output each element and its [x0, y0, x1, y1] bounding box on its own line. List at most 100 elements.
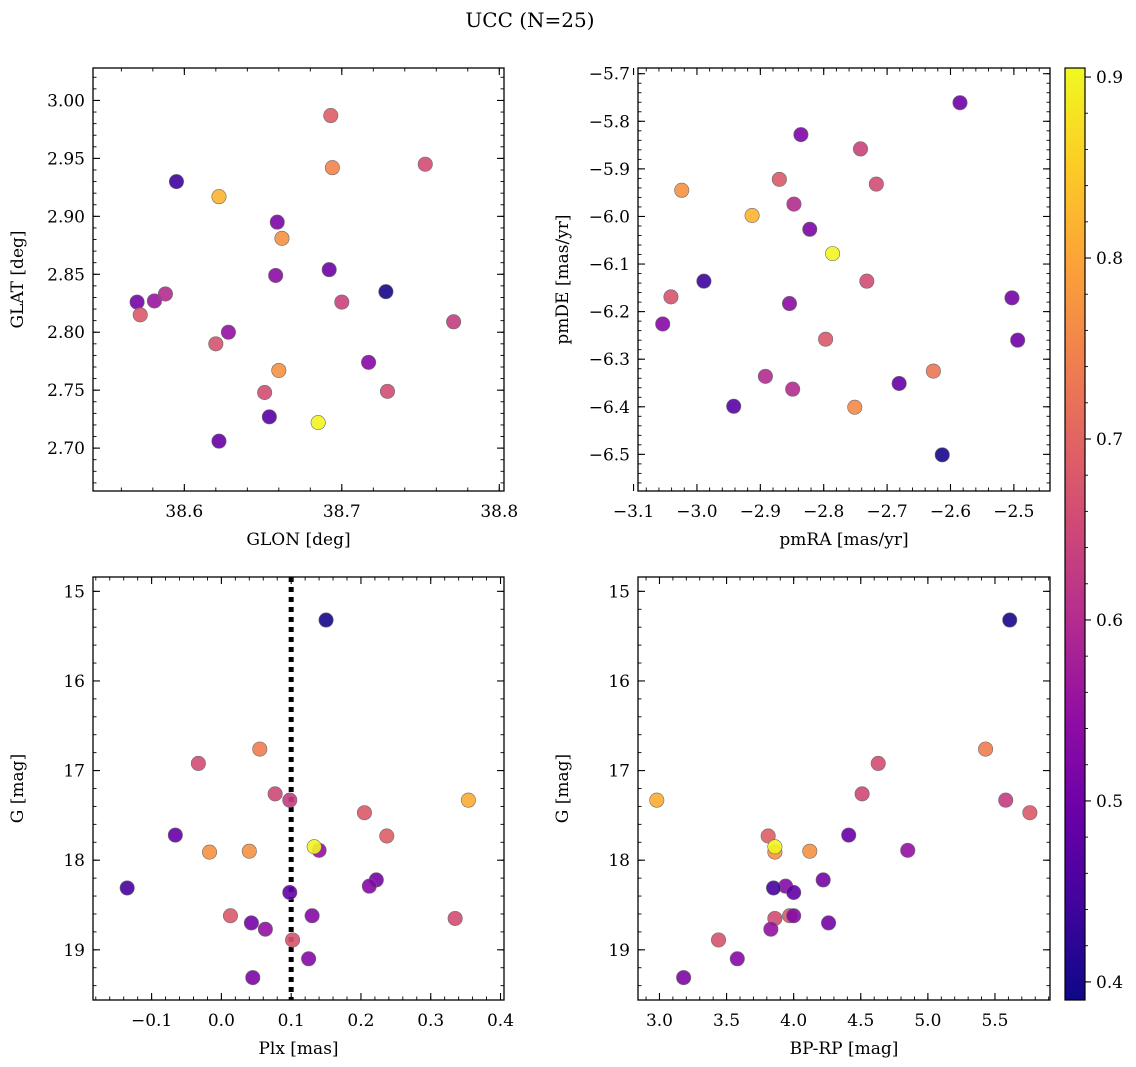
scatter-point: [1002, 612, 1018, 628]
y-tick-label: 17: [608, 762, 630, 782]
axes-frame: [637, 576, 1051, 1001]
scatter-point: [825, 246, 841, 262]
scatter-point: [802, 221, 818, 237]
scatter-point: [306, 839, 322, 855]
scatter-point: [282, 792, 298, 808]
y-tick-label: −6.4: [589, 398, 630, 418]
scatter-point: [818, 331, 834, 347]
scatter-point: [211, 189, 227, 205]
scatter-point: [220, 324, 236, 340]
x-tick-label: 0.2: [347, 1011, 374, 1031]
scatter-point: [847, 399, 863, 415]
scatter-point: [786, 908, 802, 924]
y-tick-label: 16: [63, 672, 85, 692]
scatter-point: [222, 908, 238, 924]
scatter-point: [674, 182, 690, 198]
scatter-point: [318, 612, 334, 628]
scatter-point: [726, 398, 742, 414]
scatter-point: [900, 842, 916, 858]
scatter-point: [763, 921, 779, 937]
scatter-point: [285, 932, 301, 948]
panel-1: 38.6 38.7 38.8 2.70 2.75 2.80 2.85 2.90 2.95 3.00…: [8, 67, 518, 550]
y-tick-label: 17: [63, 762, 85, 782]
scatter-point: [417, 156, 433, 172]
scatter-point: [744, 208, 760, 224]
scatter-point: [271, 362, 287, 378]
scatter-point: [854, 786, 870, 802]
y-tick-label: 15: [63, 582, 85, 602]
x-axis-label: pmRA [mas/yr]: [779, 530, 908, 550]
panel-4: 3.0 3.5 4.0 4.5 5.0 5.5 15 16 17 18 19 BP-RP [mag] G…: [553, 576, 1051, 1059]
scatter-point: [119, 880, 135, 896]
scatter-point: [786, 196, 802, 212]
scatter-points: [649, 612, 1038, 986]
y-axis-label: pmDE [mas/yr]: [553, 214, 573, 344]
scatter-point: [361, 878, 377, 894]
y-tick-label: 19: [63, 941, 85, 961]
scatter-point: [711, 932, 727, 948]
scatter-point: [760, 828, 776, 844]
x-tick-label: 38.6: [165, 502, 203, 522]
x-tick-label: −2.8: [803, 502, 844, 522]
y-tick-label: 3.00: [47, 91, 85, 111]
colorbar-tick-label: 0.9: [1096, 68, 1123, 88]
scatter-points: [129, 108, 462, 449]
scatter-point: [998, 792, 1014, 808]
scatter-point: [245, 970, 261, 986]
scatter-point: [379, 383, 395, 399]
scatter-point: [1010, 332, 1026, 348]
y-tick-label: 2.85: [47, 265, 85, 285]
panel-2: −3.1 −3.0 −2.9 −2.8 −2.7 −2.6 −2.5 −6.5 −6.4 −6.3…: [553, 65, 1051, 550]
scatter-point: [696, 273, 712, 289]
x-axis-label: Plx [mas]: [258, 1039, 338, 1059]
scatter-point: [852, 141, 868, 157]
scatter-point: [301, 951, 317, 967]
scatter-point: [323, 108, 339, 124]
y-tick-label: 2.95: [47, 149, 85, 169]
scatter-point: [267, 786, 283, 802]
scatter-point: [766, 880, 782, 896]
figure-title: UCC (N=25): [465, 8, 594, 32]
scatter-point: [868, 176, 884, 192]
scatter-point: [304, 908, 320, 924]
scatter-point: [663, 289, 679, 305]
scatter-point: [211, 433, 227, 449]
y-tick-label: −5.8: [589, 112, 630, 132]
x-tick-label: 3.0: [646, 1011, 673, 1031]
x-tick-label: 38.8: [480, 502, 518, 522]
scatter-point: [767, 839, 783, 855]
y-tick-label: 16: [608, 672, 630, 692]
scatter-point: [952, 95, 968, 111]
scatter-point: [261, 409, 277, 425]
scatter-points: [655, 95, 1026, 463]
scatter-point: [132, 307, 148, 323]
scatter-point: [821, 915, 837, 931]
scatter-point: [310, 415, 326, 431]
scatter-point: [378, 284, 394, 300]
y-tick-label: −6.0: [589, 207, 630, 227]
x-tick-label: 3.5: [713, 1011, 740, 1031]
scatter-point: [269, 214, 285, 230]
scatter-point: [1022, 805, 1038, 821]
scatter-point: [793, 127, 809, 143]
scatter-point: [447, 910, 463, 926]
scatter-point: [781, 296, 797, 312]
axes-frame: [637, 67, 1051, 492]
y-tick-label: −6.5: [589, 445, 630, 465]
y-tick-label: 2.80: [47, 323, 85, 343]
scatter-point: [934, 447, 950, 463]
y-tick-label: −5.7: [589, 65, 630, 85]
scatter-point: [190, 755, 206, 771]
colorbar-gradient: [1064, 67, 1086, 1001]
scatter-point: [241, 843, 257, 859]
y-tick-label: 19: [608, 941, 630, 961]
scatter-point: [786, 884, 802, 900]
scatter-point: [321, 262, 337, 278]
scatter-point: [243, 915, 259, 931]
x-tick-label: 5.5: [981, 1011, 1008, 1031]
scatter-point: [168, 174, 184, 190]
y-tick-label: 18: [608, 851, 630, 871]
scatter-point: [324, 160, 340, 176]
scatter-point: [978, 741, 994, 757]
